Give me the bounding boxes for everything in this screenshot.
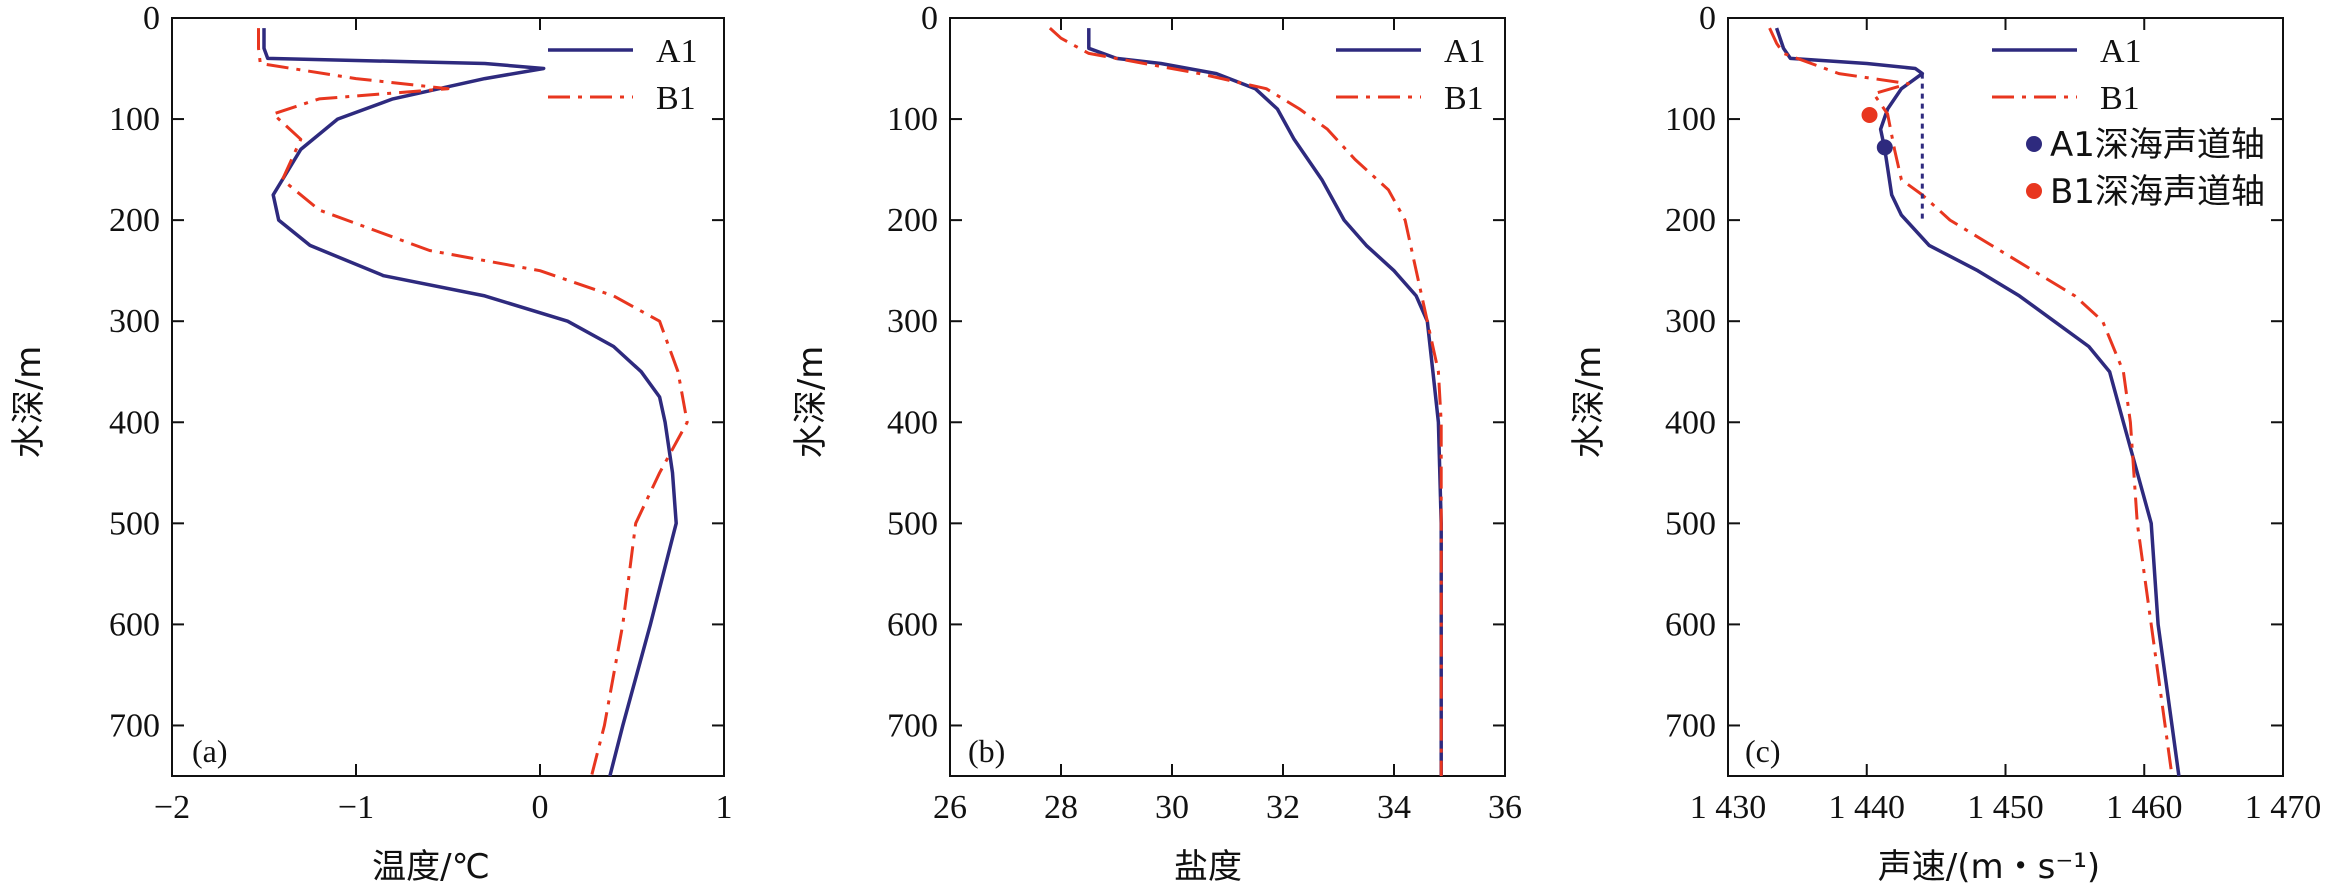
panel-b-series-b1 [1048,26,1443,776]
panel-c-label: (c) [1745,733,1781,769]
panel-c-legend-label-a1-channel-axis: A1深海声道轴 [2050,125,2265,165]
panel-b-ytick-label: 300 [887,303,938,340]
panel-a-ylabel: 水深/m [9,346,49,459]
chart-panel-b: 水深/m 盐度 (b) 26 28 30 32 34 36 0 100 200 300 400 500… [791,0,1522,887]
chart-panel-c: 水深/m 声速/(m・s⁻¹) (c) 1 430 1 440 1 450 1 460… [1569,0,2321,887]
panel-b-xtick-label: 36 [1488,789,1522,826]
panel-b-xtick-label: 34 [1377,789,1411,826]
panel-b-ytick-label: 400 [887,404,938,441]
panel-c-ytick-label: 300 [1665,303,1716,340]
panel-c-ytick-label: 500 [1665,505,1716,542]
panel-c-legend-label-a1: A1 [2100,33,2142,70]
panel-a-xlabel: 温度/℃ [372,847,490,887]
panel-c-legend-marker-a1-channel-axis [2026,136,2042,152]
panel-b-xtick-label: 32 [1266,789,1300,826]
panel-b-ytick-label: 200 [887,202,938,239]
panel-b-xtick-label: 30 [1155,789,1189,826]
panel-c-ytick-label: 100 [1665,101,1716,138]
panel-c-xtick-label: 1 460 [2106,789,2183,826]
panel-c-xtick-label: 1 430 [1690,789,1767,826]
panel-b-xlabel: 盐度 [1174,847,1242,887]
panel-c-marker-b1-channel-axis [1861,107,1878,124]
panel-a-xtick-label: −2 [154,789,190,826]
panel-c-legend-marker-b1-channel-axis [2026,183,2042,199]
panel-a-ytick-label: 300 [109,303,160,340]
panel-b-xtick-label: 28 [1044,789,1078,826]
panel-a-xtick-label: 0 [532,789,549,826]
chart-panel-a: 水深/m 温度/℃ (a) −2 −1 0 1 0 100 200 300 400 500 600 7… [9,0,733,887]
panel-b-ytick-label: 0 [921,0,938,37]
panel-c-series-b1 [1768,27,2174,777]
panel-b-ylabel: 水深/m [791,346,831,459]
panel-c-ytick-label: 700 [1665,707,1716,744]
panel-a-ytick-label: 600 [109,606,160,643]
panel-b-plot-frame [949,17,1506,777]
panel-a-ytick-label: 0 [143,0,160,37]
panel-a-legend-label-b1: B1 [656,80,696,117]
panel-b-ytick-label: 100 [887,101,938,138]
panel-a-ytick-label: 200 [109,202,160,239]
panel-b-legend-label-a1: A1 [1444,33,1486,70]
panel-a-ytick-label: 400 [109,404,160,441]
panel-c-xtick-label: 1 470 [2245,789,2322,826]
panel-b-ytick-label: 600 [887,606,938,643]
panel-b-legend-label-b1: B1 [1444,80,1484,117]
panel-b-series-a1 [1087,28,1443,776]
panel-c-ylabel: 水深/m [1569,346,1609,459]
panel-a-ytick-label: 700 [109,707,160,744]
panel-c-ytick-label: 0 [1699,0,1716,37]
panel-c-marker-a1-channel-axis [1876,139,1893,156]
panel-c-xlabel: 声速/(m・s⁻¹) [1878,847,2100,887]
panel-a-plot-frame [171,17,725,777]
panel-a-series-a1 [262,28,678,777]
panel-c-xtick-label: 1 450 [1967,789,2044,826]
panel-c-legend-label-b1: B1 [2100,80,2140,117]
panel-b-ytick-label: 500 [887,505,938,542]
panel-c-legend-label-b1-channel-axis: B1深海声道轴 [2050,172,2265,212]
panel-a-series-b1 [257,28,689,777]
panel-c-series-a1 [1774,27,2181,777]
panel-c-ytick-label: 600 [1665,606,1716,643]
panel-a-label: (a) [192,733,228,769]
panel-a-legend-label-a1: A1 [656,33,698,70]
panel-a-xtick-label: −1 [338,789,374,826]
panel-a-ytick-label: 100 [109,101,160,138]
panel-b-xtick-label: 26 [933,789,967,826]
panel-b-label: (b) [968,733,1005,769]
panel-a-ytick-label: 500 [109,505,160,542]
panel-c-xtick-label: 1 440 [1829,789,1906,826]
panel-a-xtick-label: 1 [716,789,733,826]
panel-c-ytick-label: 200 [1665,202,1716,239]
panel-b-ytick-label: 700 [887,707,938,744]
panel-c-ytick-label: 400 [1665,404,1716,441]
